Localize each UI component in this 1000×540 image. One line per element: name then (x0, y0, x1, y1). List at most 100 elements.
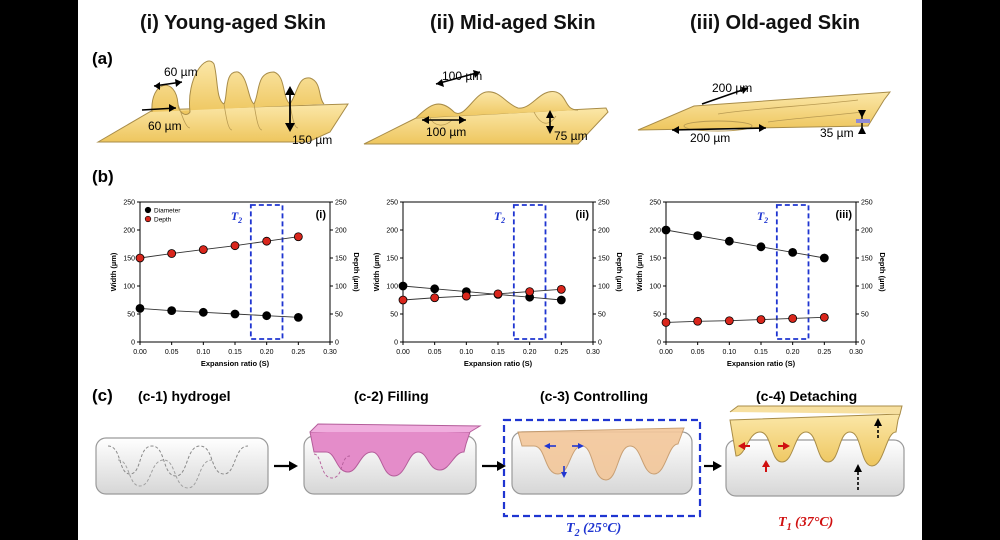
x-axis-label: Expansion ratio (S) (727, 359, 796, 368)
y-tick-label: 150 (123, 256, 135, 263)
title-mid: (ii) Mid-aged Skin (430, 12, 596, 34)
title-old: (iii) Old-aged Skin (690, 12, 860, 34)
old-annotation-left: 200 µm (690, 131, 730, 145)
section-label-a: (a) (92, 49, 113, 68)
y2-tick-label: 50 (861, 312, 869, 319)
y-tick-label: 200 (386, 228, 398, 235)
data-point-diameter (693, 231, 703, 241)
data-point-depth (293, 232, 303, 242)
x-tick-label: 0.15 (754, 349, 768, 356)
x-tick-label: 0.20 (260, 349, 274, 356)
y-tick-label: 250 (123, 200, 135, 207)
x-tick-label: 0.10 (197, 349, 211, 356)
data-point-depth (661, 317, 671, 327)
highlight-label: T2 (757, 209, 768, 225)
y-tick-label: 150 (649, 256, 661, 263)
y2-tick-label: 250 (598, 200, 610, 207)
data-point-diameter (135, 303, 145, 313)
x-axis-label: Expansion ratio (S) (201, 359, 270, 368)
y2-tick-label: 100 (335, 284, 347, 291)
young-annotation-left: 60 µm (148, 119, 182, 133)
arrow-1 (274, 461, 298, 471)
series-line-diameter (665, 229, 825, 259)
data-point-depth (819, 312, 829, 322)
x-tick-label: 0.10 (460, 349, 474, 356)
old-annotation-top: 200 µm (712, 81, 752, 95)
section-label-c: (c) (92, 386, 113, 405)
chart-2: 0.00 0.05 0.10 0.15 0.20 0.25 0.30 0 0 50 50 100 100… (372, 200, 624, 369)
y-tick-label: 200 (649, 228, 661, 235)
legend-marker (144, 215, 152, 223)
legend-label: Depth (154, 217, 172, 224)
data-point-depth (556, 284, 566, 294)
figure: (i) Young-aged Skin (ii) Mid-aged Skin (… (92, 12, 905, 539)
y-tick-label: 250 (649, 200, 661, 207)
data-point-diameter (556, 295, 566, 305)
step-label-1: (c-1) hydrogel (138, 388, 231, 404)
y-axis-label: Width (µm) (635, 252, 644, 291)
y2-tick-label: 200 (335, 228, 347, 235)
title-young: (i) Young-aged Skin (140, 12, 326, 34)
data-point-depth (461, 291, 471, 301)
x-axis-label: Expansion ratio (S) (464, 359, 533, 368)
y2-tick-label: 150 (335, 256, 347, 263)
step-label-4: (c-4) Detaching (756, 388, 857, 404)
highlight-box (775, 204, 810, 340)
x-tick-label: 0.00 (133, 349, 147, 356)
series-line-depth (139, 236, 299, 259)
series-line-diameter (402, 285, 562, 301)
data-point-diameter (819, 253, 829, 263)
y-tick-label: 50 (127, 312, 135, 319)
data-point-diameter (398, 281, 408, 291)
y2-axis-label: Depth (µm) (352, 252, 361, 292)
data-point-depth (230, 241, 240, 251)
mid-annotation-left: 100 µm (426, 125, 466, 139)
data-point-depth (262, 236, 272, 246)
highlight-box (249, 204, 284, 340)
old-annotation-depth: 35 µm (820, 126, 854, 140)
y2-tick-label: 200 (598, 228, 610, 235)
temp-label-detaching: T1 (37°C) (778, 515, 833, 533)
y2-tick-label: 50 (598, 312, 606, 319)
chart-1: 0.00 0.05 0.10 0.15 0.20 0.25 0.30 0 0 50 50 100 100… (109, 200, 361, 369)
young-annotation-depth: 150 µm (292, 133, 332, 147)
data-point-depth (167, 249, 177, 258)
data-point-diameter (430, 284, 440, 294)
data-point-diameter (198, 307, 208, 317)
data-point-depth (724, 316, 734, 326)
x-tick-label: 0.25 (292, 349, 306, 356)
highlight-box (512, 204, 547, 340)
arrow-2 (482, 461, 506, 471)
x-tick-label: 0.05 (165, 349, 179, 356)
y-tick-label: 100 (649, 284, 661, 291)
x-tick-label: 0.30 (323, 349, 337, 356)
filling-block (303, 423, 482, 495)
figure-panel: (i) Young-aged Skin (ii) Mid-aged Skin (… (78, 0, 922, 540)
mid-annotation-depth: 75 µm (554, 129, 588, 143)
section-label-b: (b) (92, 167, 114, 186)
y2-tick-label: 100 (861, 284, 873, 291)
arrow-3 (704, 461, 722, 471)
data-point-diameter (756, 242, 766, 252)
y2-tick-label: 0 (335, 340, 339, 347)
series-line-diameter (139, 307, 299, 318)
y2-axis-label: Depth (µm) (878, 252, 887, 292)
x-tick-label: 0.30 (586, 349, 600, 356)
legend-label: Diameter (154, 208, 181, 215)
x-tick-label: 0.15 (228, 349, 242, 356)
y2-tick-label: 100 (598, 284, 610, 291)
x-tick-label: 0.10 (723, 349, 737, 356)
y-tick-label: 250 (386, 200, 398, 207)
y-tick-label: 0 (131, 340, 135, 347)
highlight-label: T2 (494, 209, 505, 225)
temp-label-controlling: T2 (25°C) (566, 521, 621, 539)
data-point-diameter (167, 306, 177, 316)
x-tick-label: 0.15 (491, 349, 505, 356)
controlling-block: T2 (25°C) (502, 418, 702, 539)
x-tick-label: 0.05 (691, 349, 705, 356)
controlling-highlight-box (502, 418, 702, 518)
charts: 0.00 0.05 0.10 0.15 0.20 0.25 0.30 0 0 50 50 100 100… (109, 200, 887, 369)
x-tick-label: 0.00 (396, 349, 410, 356)
x-tick-label: 0.25 (818, 349, 832, 356)
data-point-depth (525, 287, 535, 297)
